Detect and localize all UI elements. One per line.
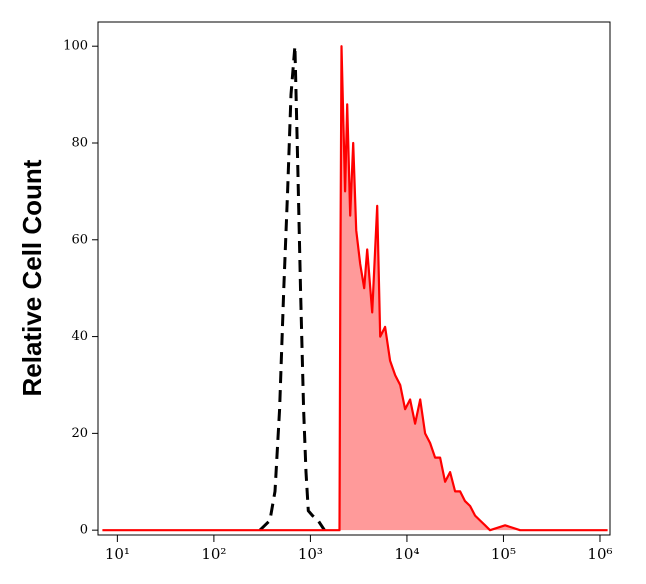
line xyxy=(102,45,608,532)
x-tick-label: 10² xyxy=(201,545,226,563)
x-tick-label: 10⁵ xyxy=(491,545,516,563)
y-tick-label: 80 xyxy=(71,135,88,150)
y-tick-label: 40 xyxy=(71,329,88,344)
y-tick-label: 100 xyxy=(63,39,88,54)
y-tick-label: 60 xyxy=(71,232,88,247)
y-axis-label: Relative Cell Count xyxy=(17,159,47,396)
x-tick-label: 10³ xyxy=(298,545,323,563)
y-tick-label: 0 xyxy=(80,523,88,538)
x-tick-label: 10⁶ xyxy=(587,545,612,563)
area xyxy=(102,46,608,531)
plot-frame xyxy=(97,21,611,536)
line xyxy=(258,44,326,532)
x-tick-label: 10⁴ xyxy=(394,545,419,563)
y-tick-label: 20 xyxy=(71,426,88,441)
x-tick-label: 10¹ xyxy=(105,545,130,563)
